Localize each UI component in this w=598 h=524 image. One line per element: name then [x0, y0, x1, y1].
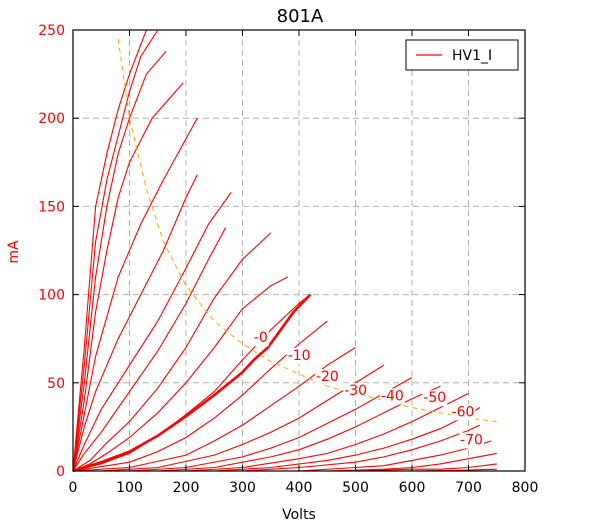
x-axis-label: Volts [282, 507, 316, 523]
curve-labels: -0 -10 -20 -30 -40 -50 -60 -70 [252, 330, 484, 449]
curve-label-background [252, 330, 269, 347]
y-axis-label: mA [6, 240, 22, 264]
plate-curve-minus-60 [242, 424, 481, 471]
y-tick-label: 50 [47, 376, 65, 392]
curve-label-background [459, 432, 484, 449]
plate-curve-0 [73, 191, 232, 471]
curve-label-background [343, 383, 369, 400]
x-tick-label: 700 [455, 480, 482, 496]
curve-label-background [450, 404, 476, 421]
y-tick-label: 200 [38, 111, 65, 127]
highlighted-operating-curve [72, 293, 312, 473]
load-line [117, 38, 497, 423]
curve-label: -60 [452, 404, 475, 420]
curve-label: -50 [423, 390, 446, 406]
load-line-path [117, 38, 497, 423]
x-tick-label: 0 [69, 480, 78, 496]
y-tick-label: 250 [38, 23, 65, 39]
plate-curve-minus-40 [129, 377, 413, 471]
curve-label-background [314, 369, 340, 386]
plate-curve-minus-15 [73, 276, 288, 471]
plate-curve-minus-5 [73, 227, 227, 471]
curve-label: -20 [316, 369, 339, 385]
plate-curve-minus-10 [73, 232, 272, 471]
plate-curves [73, 30, 497, 471]
curve-label: -10 [288, 348, 311, 364]
curve-label: -40 [381, 388, 404, 404]
grid-lines [73, 30, 525, 471]
legend: HV1_I [405, 39, 519, 71]
curve-label: -0 [254, 330, 268, 346]
chart-title: 801A [277, 6, 324, 27]
plate-curve-4 [73, 174, 198, 471]
x-tick-label: 600 [399, 480, 426, 496]
plate-curve-24 [73, 30, 147, 471]
plate-curve-minus-75 [355, 463, 497, 471]
curve-label: -30 [344, 383, 367, 399]
plate-curve-minus-70 [327, 452, 497, 471]
plate-curve-minus-50 [185, 392, 469, 471]
y-tick-label: 100 [38, 288, 65, 304]
plate-curve-16 [73, 50, 167, 471]
y-tick-label: 0 [56, 464, 65, 480]
x-tick-label: 200 [173, 480, 200, 496]
curve-label: -70 [460, 433, 483, 449]
x-tick-label: 100 [116, 480, 143, 496]
y-tick-label: 150 [38, 199, 65, 215]
curve-label-background [286, 347, 312, 364]
curve-label-background [422, 390, 448, 407]
highlighted-curve-path [72, 293, 312, 473]
plate-curve-12 [73, 82, 184, 471]
axis-ticks: 0 100 200 300 400 500 600 700 800 0 50 100 150 200 250 [38, 23, 538, 496]
plate-curve-8 [73, 117, 198, 471]
legend-label-hv1-i: HV1_I [452, 48, 492, 64]
x-tick-label: 800 [512, 480, 539, 496]
plate-curve-minus-20 [73, 294, 311, 471]
x-tick-label: 300 [229, 480, 256, 496]
plate-curve-20 [73, 30, 159, 471]
curve-label-background [379, 388, 405, 405]
x-tick-label: 500 [342, 480, 369, 496]
x-tick-label: 400 [286, 480, 313, 496]
